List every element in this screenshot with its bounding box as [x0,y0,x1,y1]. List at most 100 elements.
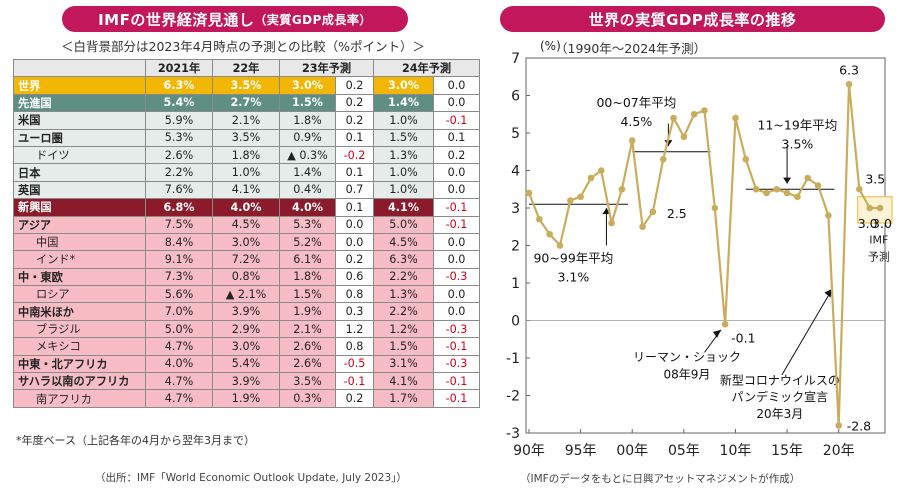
cell-d2023: -0.1 [334,372,375,391]
cell-v2024: 1.4% [373,93,435,113]
cell-v2023: 1.9% [279,302,336,321]
cell-v2021: 4.7% [145,337,213,356]
cell-v2023: 1.8% [279,111,336,130]
data-point [670,114,677,122]
data-point [587,174,595,182]
header-2024-forecast: 24年予測 [373,58,481,78]
table-row: 中国 8.4% 3.0% 5.2% 0.0 4.5% 0.0 [13,232,481,252]
cell-v2024: 4.1% [373,198,435,217]
cell-v2023: 3.5% [279,372,336,391]
cell-v2022: ▲ 2.1% [212,285,280,304]
y-tick-label: -3 [506,426,520,442]
x-tick-label: 10年 [720,443,752,459]
chart-annotations: IMF 予測 90~99年平均 3.1% 00~07年平均 4.5% 11~19年平均 3.5… [529,95,893,421]
data-point [742,155,750,163]
y-tick-label: 3 [511,201,520,217]
cell-v2021: 7.0% [145,302,213,321]
table-row: インド* 9.1% 7.2% 6.1% 0.2 6.3% 0.0 [13,250,481,269]
cell-d2023: 0.8 [334,285,375,304]
cell-d2023: 0.2 [334,250,375,269]
cell-v2023: 1.5% [279,285,336,304]
average-label: 00~07年平均 [596,95,676,110]
cell-v2022: 3.5% [212,76,280,95]
table-row: 中東・北アフリカ 4.0% 5.4% 2.6% -0.5 3.1% -0.3 [13,354,481,374]
cell-d2023: 0.2 [334,93,375,113]
cell-v2022: 4.0% [212,198,280,217]
cell-v2022: 3.9% [212,372,280,391]
data-point [577,193,584,201]
row-label: 先進国 [13,93,146,113]
data-point [701,107,708,114]
table-row: 南アフリカ 4.7% 1.9% 0.3% 0.2 1.7% -0.1 [13,389,481,408]
cell-v2021: 2.6% [145,145,213,165]
cell-d2023: 0.2 [334,76,375,95]
cell-d2023: 0.0 [334,215,375,234]
cell-d2023: 1.2 [334,319,375,339]
data-point [628,137,636,144]
data-point [814,182,822,189]
cell-v2023: 0.3% [279,389,336,408]
data-point [639,223,646,231]
x-tick-label: 05年 [668,443,700,459]
lehman-arrow-head [713,329,722,338]
cell-d2024: 0.0 [433,93,481,113]
cell-d2023: -0.2 [334,145,375,165]
cell-d2024: 0.0 [433,180,481,200]
y-tick-label: 5 [511,126,520,142]
cell-v2024: 3.1% [373,354,435,374]
table-header-row: 2021年 22年 23年予測 24年予測 [13,58,481,78]
row-label: 中東・北アフリカ [13,354,146,374]
table-body: 世界 6.3% 3.5% 3.0% 0.2 3.0% 0.0 先進国 5.4% 2.7% 1.5% 0… [13,76,481,408]
cell-d2023: 0.3 [334,302,375,321]
data-point [525,189,533,197]
cell-v2022: 2.1% [212,111,280,130]
table-title-sub: （実質GDP成長率） [254,12,372,27]
x-tick-label: 20年 [823,443,855,459]
cell-d2023: 0.2 [334,111,375,130]
data-point [835,422,843,429]
row-label: インド* [13,250,146,269]
cell-d2024: 0.0 [433,163,481,182]
lehman-label-2: 08年9月 [663,368,710,382]
table-row: 日本 2.2% 1.0% 1.4% 0.1 1.0% 0.0 [13,163,481,182]
table-source: （出所：IMF「World Economic Outlook Update, J… [95,472,407,484]
table-title: IMFの世界経済見通し （実質GDP成長率） [62,6,408,32]
cell-v2024: 1.3% [373,285,435,304]
covid-label-3: 20年3月 [756,407,803,421]
cell-d2023: 0.6 [334,267,375,287]
cell-v2022: 3.9% [212,302,280,321]
data-point [536,215,543,223]
cell-v2023: 1.4% [279,163,336,182]
table-row: 先進国 5.4% 2.7% 1.5% 0.2 1.4% 0.0 [13,93,481,113]
cell-v2024: 6.3% [373,250,435,269]
data-point [783,189,791,197]
cell-v2021: 6.8% [145,198,213,217]
point-label: 3.0 [872,216,892,231]
data-point [597,167,605,174]
y-tick-label: -1 [506,351,520,367]
header-2023-forecast: 23年予測 [278,58,375,78]
cell-d2023: 0.7 [334,180,375,200]
cell-v2022: 2.7% [212,93,280,113]
covid-label-1: 新型コロナウイルスの [720,372,840,387]
cell-v2024: 2.2% [373,302,435,321]
chart-subtitle: （1990年～2024年予測） [555,41,707,56]
cell-v2023: 0.4% [279,180,336,200]
cell-d2024: 0.0 [433,250,481,269]
covid-arrow [781,288,833,376]
table-row: 世界 6.3% 3.5% 3.0% 0.2 3.0% 0.0 [13,76,481,95]
cell-v2022: 1.0% [212,163,280,182]
row-label: 中国 [13,232,146,252]
chart-title: 世界の実質GDP成長率の推移 [500,6,885,32]
cell-v2023: 1.5% [279,93,336,113]
row-label: ブラジル [13,319,146,339]
data-point [773,185,781,193]
table-row: 中・東欧 7.3% 0.8% 1.8% 0.6 2.2% -0.3 [13,267,481,287]
cell-v2023: 6.1% [279,250,336,269]
cell-v2023: 3.0% [279,76,336,95]
row-label: 中・東欧 [13,267,146,287]
data-point [690,110,698,118]
cell-v2022: 4.1% [212,180,280,200]
y-tick-label: 1 [511,276,520,292]
cell-v2022: 4.5% [212,215,280,234]
